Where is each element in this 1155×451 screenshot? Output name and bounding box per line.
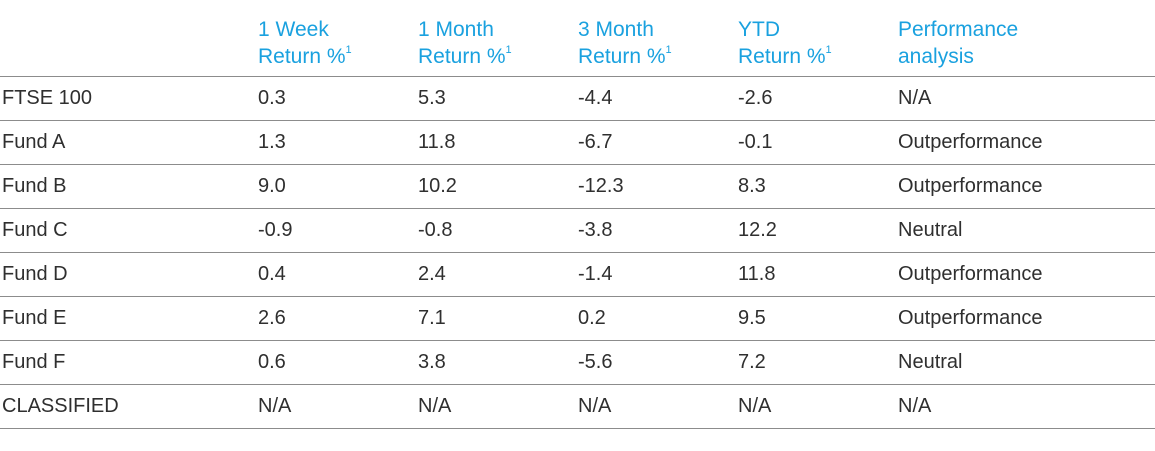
cell-1-week: 0.3: [258, 87, 286, 109]
header-line2: Return %: [578, 45, 666, 68]
cell-3-month: N/A: [578, 395, 612, 417]
fund-performance-table: 1 Week Return %1 1 Month Return %1 3 Mon…: [0, 10, 1155, 429]
cell-performance-analysis: Outperformance: [898, 131, 1043, 153]
header-line1: YTD: [738, 18, 780, 41]
cell-1-week: -0.9: [258, 219, 293, 241]
header-performance-analysis: Performance analysis: [898, 10, 1155, 77]
fund-name: Fund F: [2, 351, 66, 373]
cell-3-month: -6.7: [578, 131, 613, 153]
cell-1-week: N/A: [258, 395, 292, 417]
header-corner: [0, 10, 258, 77]
table-row: CLASSIFIED N/A N/A N/A N/A N/A: [0, 385, 1155, 429]
fund-name: CLASSIFIED: [2, 395, 119, 417]
cell-performance-analysis: Outperformance: [898, 175, 1043, 197]
header-line1: 3 Month: [578, 18, 654, 41]
cell-ytd: 11.8: [738, 263, 776, 285]
cell-1-week: 9.0: [258, 175, 286, 197]
header-line1: 1 Week: [258, 18, 329, 41]
cell-ytd: 12.2: [738, 219, 777, 241]
table-row: Fund E 2.6 7.1 0.2 9.5 Outperformance: [0, 297, 1155, 341]
fund-name: Fund D: [2, 263, 68, 285]
cell-performance-analysis: Neutral: [898, 219, 963, 241]
table-row: Fund F 0.6 3.8 -5.6 7.2 Neutral: [0, 341, 1155, 385]
cell-1-month: 10.2: [418, 175, 457, 197]
cell-performance-analysis: Outperformance: [898, 307, 1043, 329]
cell-3-month: -5.6: [578, 351, 613, 373]
cell-ytd: -0.1: [738, 131, 773, 153]
cell-1-week: 1.3: [258, 131, 286, 153]
header-1-month-return: 1 Month Return %1: [418, 10, 578, 77]
table-row: Fund A 1.3 11.8 -6.7 -0.1 Outperformance: [0, 121, 1155, 165]
header-line2: Return %: [258, 45, 346, 68]
cell-1-month: -0.8: [418, 219, 453, 241]
table-row: FTSE 100 0.3 5.3 -4.4 -2.6 N/A: [0, 77, 1155, 121]
header-line2: analysis: [898, 45, 974, 68]
cell-1-week: 2.6: [258, 307, 286, 329]
cell-3-month: -12.3: [578, 175, 624, 197]
cell-ytd: 7.2: [738, 351, 766, 373]
table-header-row: 1 Week Return %1 1 Month Return %1 3 Mon…: [0, 10, 1155, 77]
cell-1-month: 7.1: [418, 307, 446, 329]
table-row: Fund B 9.0 10.2 -12.3 8.3 Outperformance: [0, 165, 1155, 209]
footnote-marker: 1: [345, 44, 352, 56]
cell-performance-analysis: N/A: [898, 395, 932, 417]
cell-performance-analysis: Outperformance: [898, 263, 1043, 285]
table-row: Fund D 0.4 2.4 -1.4 11.8 Outperformance: [0, 253, 1155, 297]
fund-name: Fund C: [2, 219, 68, 241]
cell-3-month: -1.4: [578, 263, 613, 285]
cell-3-month: 0.2: [578, 307, 606, 329]
cell-performance-analysis: Neutral: [898, 351, 963, 373]
fund-name: Fund E: [2, 307, 67, 329]
header-line2: Return %: [738, 45, 826, 68]
header-line1: Performance: [898, 18, 1019, 41]
fund-name: Fund B: [2, 175, 67, 197]
header-line1: 1 Month: [418, 18, 494, 41]
fund-name: Fund A: [2, 131, 66, 153]
header-ytd-return: YTD Return %1: [738, 10, 898, 77]
cell-3-month: -3.8: [578, 219, 613, 241]
fund-name: FTSE 100: [2, 87, 93, 109]
footnote-marker: 1: [665, 44, 672, 56]
header-line2: Return %: [418, 45, 506, 68]
cell-1-month: 3.8: [418, 351, 446, 373]
cell-1-month: 2.4: [418, 263, 446, 285]
cell-1-month: 5.3: [418, 87, 446, 109]
cell-ytd: N/A: [738, 395, 772, 417]
cell-ytd: 8.3: [738, 175, 766, 197]
cell-1-week: 0.4: [258, 263, 286, 285]
table-row: Fund C -0.9 -0.8 -3.8 12.2 Neutral: [0, 209, 1155, 253]
cell-1-month: N/A: [418, 395, 452, 417]
cell-1-week: 0.6: [258, 351, 286, 373]
header-3-month-return: 3 Month Return %1: [578, 10, 738, 77]
footnote-marker: 1: [505, 44, 512, 56]
footnote-marker: 1: [825, 44, 832, 56]
cell-1-month: 11.8: [418, 131, 456, 153]
cell-performance-analysis: N/A: [898, 87, 932, 109]
cell-ytd: 9.5: [738, 307, 766, 329]
cell-ytd: -2.6: [738, 87, 773, 109]
header-1-week-return: 1 Week Return %1: [258, 10, 418, 77]
cell-3-month: -4.4: [578, 87, 613, 109]
